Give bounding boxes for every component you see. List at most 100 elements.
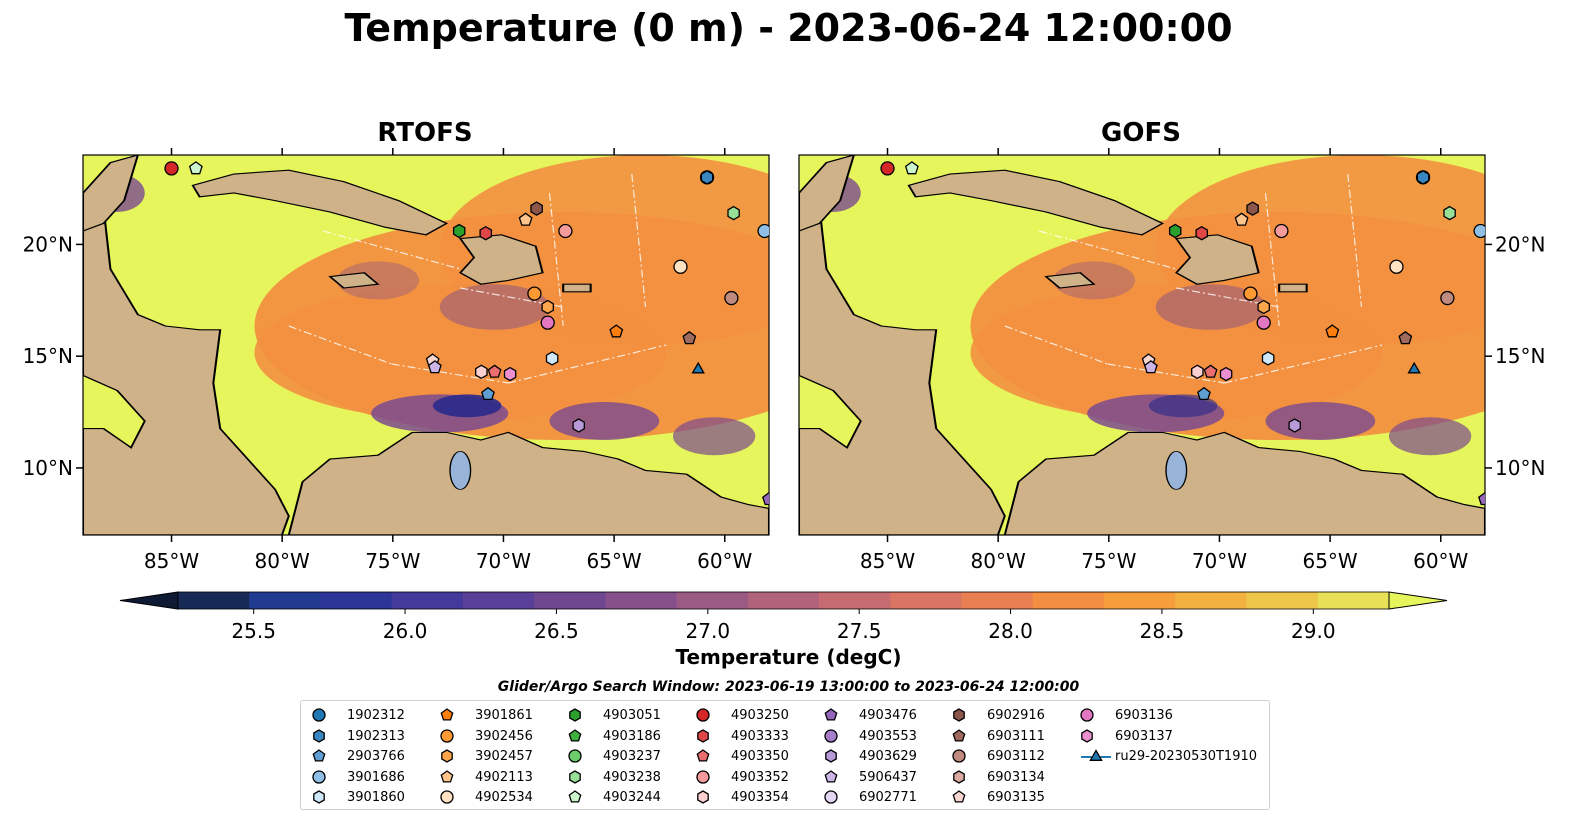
legend-hexagon-marker: [953, 769, 965, 784]
legend: 1902312 1902313 2903766 3901686 3901860 39018…: [300, 700, 1270, 810]
map-frame: [82, 154, 770, 536]
colorbar-segment: [1246, 592, 1319, 609]
eez-boundaries: [288, 173, 667, 384]
legend-item-label: 6903135: [987, 790, 1045, 805]
legend-item-label: 6902771: [859, 790, 917, 805]
lake-maracaibo: [449, 451, 472, 490]
legend-marker-icon: [568, 728, 582, 742]
land-hispaniola: [1174, 234, 1260, 285]
land-puertoRico: [1278, 283, 1308, 293]
legend-item-label: 2903766: [347, 749, 405, 764]
colorbar-segment: [676, 592, 749, 609]
legend-item-label: 4903352: [731, 769, 789, 785]
land-southAmerica: [1003, 431, 1485, 535]
legend-pentagon-marker: [568, 728, 582, 742]
legend-circle-marker: [952, 749, 966, 763]
float-marker-5906437: [427, 360, 442, 374]
legend-item-label: 3901686: [347, 769, 405, 785]
legend-item-label: 1902313: [347, 728, 405, 744]
legend-item-label: 4903553: [859, 728, 917, 744]
colorbar-segment: [747, 592, 820, 609]
float-marker-1902313: [1416, 170, 1430, 185]
float-marker-2903766: [481, 386, 495, 401]
x-tick-label: 85°W: [144, 549, 199, 573]
x-tick-label: 75°W: [365, 549, 420, 573]
float-marker-6903137: [1219, 366, 1233, 382]
legend-pentagon-marker: [568, 790, 582, 803]
float-marker-4903238: [727, 205, 740, 221]
legend-item-label: 4903250: [731, 708, 789, 723]
legend-marker-icon: [569, 769, 581, 784]
land-cuba: [907, 169, 1165, 236]
legend-circle-marker: [568, 749, 582, 763]
x-tick-label: 70°W: [476, 549, 531, 573]
y-tick-label: 20°N: [1495, 232, 1545, 256]
float-marker-1902313: [700, 170, 714, 185]
colorbar-tick-label: 29.0: [1291, 619, 1336, 643]
legend-item-label: 3901861: [475, 708, 533, 723]
colorbar-tick-label: 25.5: [231, 619, 276, 643]
legend-marker-icon: [952, 790, 966, 803]
float-marker-4903350: [1203, 364, 1218, 378]
float-marker-ru29-20230530T1910: [691, 361, 705, 374]
legend-marker-icon: [824, 708, 838, 721]
legend-marker-icon: [312, 708, 326, 722]
colorbar-tick-label: 26.5: [534, 619, 579, 643]
legend-item-label: 4903051: [603, 708, 661, 723]
y-tick-label: 10°N: [23, 456, 73, 480]
colorbar-segment: [462, 592, 535, 609]
land-cuba: [191, 169, 449, 236]
legend-marker-icon: [440, 769, 454, 783]
legend-marker-icon: [824, 769, 838, 783]
legend-marker-icon: [824, 790, 838, 804]
legend-marker-icon: [312, 749, 326, 762]
legend-item-label: 6903111: [987, 728, 1045, 744]
legend-hexagon-marker: [441, 749, 453, 763]
legend-marker-icon: [952, 728, 966, 742]
x-tick-label: 65°W: [1302, 549, 1357, 573]
colorbar-segment: [890, 592, 963, 609]
figure-title: Temperature (0 m) - 2023-06-24 12:00:00: [344, 6, 1233, 50]
legend-marker-icon: [953, 708, 965, 722]
x-tick-label: 70°W: [1192, 549, 1247, 573]
temperature-field-patch: [336, 261, 420, 300]
float-marker-4903250: [164, 161, 179, 176]
x-tick-label: 60°W: [1413, 549, 1468, 573]
float-marker-4903238: [1443, 205, 1456, 221]
legend-item-label: 6903112: [987, 749, 1045, 764]
legend-pentagon-marker: [824, 708, 838, 721]
colorbar-segment: [391, 592, 464, 609]
land-yucatan: [799, 155, 855, 232]
legend-triangle-marker: [1089, 749, 1103, 761]
map-panel-gofs: 85°W 80°W 75°W 70°W 65°W 60°W 20°N 15°N 10°N: [798, 148, 1545, 573]
float-marker-6903112: [724, 290, 739, 306]
legend-hexagon-marker: [569, 769, 581, 784]
legend-item-label: 6903134: [987, 769, 1045, 785]
float-marker-4903354: [475, 364, 488, 380]
legend-pentagon-marker: [440, 708, 454, 721]
legend-item-label: 4903354: [731, 790, 789, 805]
legend-marker-icon: [697, 790, 709, 804]
legend-hexagon-marker: [569, 708, 581, 722]
legend-marker-icon: [697, 728, 709, 743]
legend-marker-icon: [441, 749, 453, 763]
legend-title: Glider/Argo Search Window: 2023-06-19 13…: [497, 679, 1080, 695]
legend-marker-icon: [313, 728, 325, 743]
float-marker-4902534: [673, 259, 688, 274]
legend-marker-icon: [696, 708, 710, 722]
float-marker-3901861: [609, 324, 624, 338]
float-marker-4903333: [1195, 225, 1209, 241]
temperature-field-patch: [432, 394, 502, 418]
float-marker-2903766: [1197, 386, 1211, 401]
colorbar-segment: [1175, 592, 1248, 609]
y-tick-label: 20°N: [23, 232, 73, 256]
float-marker-4903350: [487, 364, 502, 378]
float-marker-3901686: [757, 223, 769, 239]
legend-hexagon-marker: [825, 749, 837, 763]
float-marker-6903136: [1256, 315, 1271, 330]
colorbar-segment: [1032, 592, 1105, 609]
x-tick-label: 80°W: [255, 549, 310, 573]
float-marker-3901860: [545, 351, 559, 366]
land-southAmerica: [287, 431, 769, 535]
